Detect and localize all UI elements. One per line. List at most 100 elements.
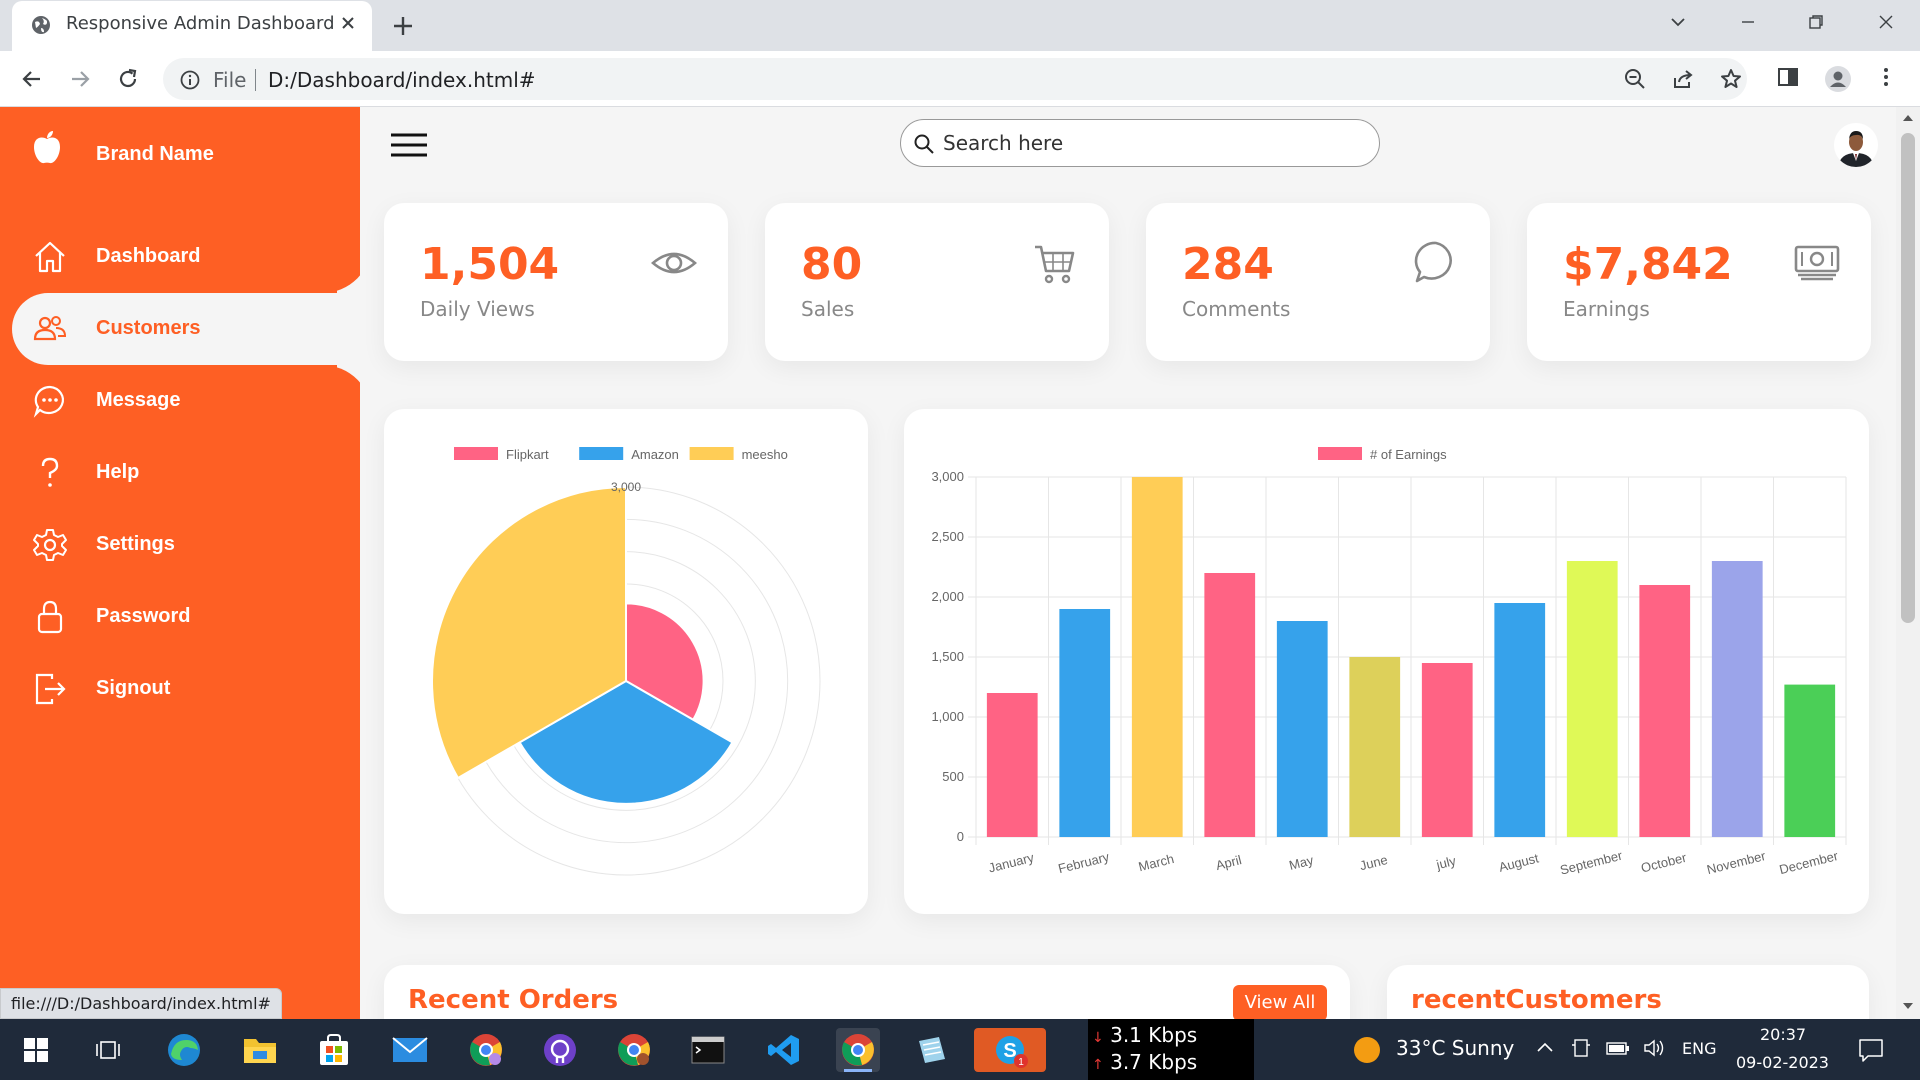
close-tab-icon[interactable] — [338, 13, 358, 33]
legend-label: Flipkart — [506, 447, 549, 462]
y-tick-label: 500 — [942, 769, 964, 784]
legend-swatch — [454, 447, 498, 460]
restore-button[interactable] — [1782, 0, 1850, 44]
back-button[interactable] — [16, 63, 48, 95]
search-box[interactable] — [900, 119, 1380, 167]
x-tick-label: February — [1057, 849, 1112, 876]
url-divider — [255, 69, 256, 91]
x-tick-label: November — [1705, 848, 1767, 877]
terminal-icon[interactable] — [686, 1028, 730, 1072]
sidebar-item-signout[interactable]: Signout — [12, 653, 360, 725]
y-tick-label: 2,500 — [931, 529, 964, 544]
bar — [1639, 585, 1691, 837]
sidebar-item-password[interactable]: Password — [12, 581, 360, 653]
card-sales[interactable]: 80 Sales — [765, 203, 1109, 361]
vscode-icon[interactable] — [762, 1028, 806, 1072]
globe-icon — [30, 14, 52, 40]
url-text[interactable]: D:/Dashboard/index.html# — [268, 68, 536, 92]
github-icon[interactable] — [538, 1028, 582, 1072]
scroll-thumb[interactable] — [1901, 133, 1915, 623]
x-tick-label: March — [1137, 851, 1176, 874]
minimize-button[interactable] — [1714, 0, 1782, 44]
sidebar-item-label: Settings — [96, 533, 175, 555]
mail-icon[interactable] — [388, 1028, 432, 1072]
sidebar-item-label: Message — [96, 389, 181, 411]
scroll-up-icon[interactable] — [1902, 113, 1914, 125]
new-tab-button[interactable] — [390, 13, 420, 39]
sidebar-item-customers[interactable]: Customers — [12, 293, 360, 365]
chrome-icon[interactable] — [836, 1028, 880, 1072]
sidebar-item-help[interactable]: Help — [12, 437, 360, 509]
sidebar-item-dashboard[interactable]: Dashboard — [12, 221, 360, 293]
microsoft-store-icon[interactable] — [312, 1028, 356, 1072]
legend-label: # of Earnings — [1370, 447, 1447, 462]
card-number: 1,504 — [420, 239, 560, 290]
tab-search-button[interactable] — [1644, 0, 1712, 44]
address-bar[interactable]: File D:/Dashboard/index.html# — [163, 58, 1747, 100]
polar-sector — [431, 485, 627, 780]
polar-tick-label: 3,000 — [611, 480, 641, 494]
reload-button[interactable] — [112, 63, 144, 95]
volume-icon[interactable] — [1642, 1037, 1666, 1063]
eye-icon — [650, 239, 698, 287]
x-tick-label: December — [1778, 848, 1840, 877]
bar — [1494, 603, 1546, 837]
chrome-profile-icon[interactable] — [464, 1028, 508, 1072]
menu-dots-icon[interactable] — [1874, 65, 1902, 93]
share-icon[interactable] — [1671, 67, 1695, 91]
bookmark-star-icon[interactable] — [1719, 67, 1743, 91]
weather-text[interactable]: 33°C Sunny — [1396, 1036, 1515, 1060]
page-scrollbar[interactable] — [1896, 107, 1920, 1019]
x-tick-label: july — [1434, 853, 1458, 873]
recent-customers-title: recentCustomers — [1411, 985, 1662, 1015]
forward-button[interactable] — [64, 63, 96, 95]
sun-weather-icon[interactable] — [1352, 1035, 1382, 1065]
profile-icon[interactable] — [1824, 65, 1852, 93]
zoom-icon[interactable] — [1623, 67, 1647, 91]
x-tick-label: April — [1214, 852, 1243, 873]
card-name: Comments — [1182, 297, 1291, 321]
info-icon[interactable] — [179, 69, 201, 95]
browser-tab[interactable]: Responsive Admin Dashboard — [12, 1, 372, 51]
y-tick-label: 1,000 — [931, 709, 964, 724]
card-daily-views[interactable]: 1,504 Daily Views — [384, 203, 728, 361]
file-explorer-icon[interactable] — [238, 1028, 282, 1072]
sidebar-item-message[interactable]: Message — [12, 365, 360, 437]
notes-app-icon[interactable] — [910, 1028, 954, 1072]
search-input[interactable] — [943, 128, 1363, 158]
windows-start-icon[interactable] — [14, 1028, 58, 1072]
device-icon[interactable] — [1570, 1037, 1592, 1063]
battery-icon[interactable] — [1605, 1037, 1631, 1063]
view-all-button[interactable]: View All — [1233, 985, 1327, 1019]
page-viewport: Brand Name Dashboard Customers Message — [0, 107, 1896, 1019]
notification-center-icon[interactable] — [1858, 1037, 1884, 1067]
chrome-alt-icon[interactable] — [612, 1028, 656, 1072]
sidebar-item-label: Password — [96, 605, 191, 627]
bar — [1276, 621, 1328, 837]
language-indicator[interactable]: ENG — [1682, 1039, 1717, 1058]
sidebar-item-label: Customers — [96, 317, 201, 339]
side-panel-icon[interactable] — [1776, 65, 1804, 93]
legend-swatch — [579, 447, 624, 460]
close-window-button[interactable] — [1852, 0, 1920, 44]
edge-browser-icon[interactable] — [162, 1028, 206, 1072]
card-comments[interactable]: 284 Comments — [1146, 203, 1490, 361]
card-name: Earnings — [1563, 297, 1650, 321]
search-icon — [913, 133, 935, 159]
card-earnings[interactable]: $7,842 Earnings — [1527, 203, 1871, 361]
clock-date[interactable]: 09-02-2023 — [1736, 1053, 1829, 1072]
polar-area-chart: Flipkart Amazon meesho 3,000 — [431, 447, 821, 876]
clock-time[interactable]: 20:37 — [1760, 1025, 1807, 1044]
task-view-icon[interactable] — [86, 1028, 130, 1072]
menu-toggle-icon[interactable] — [389, 130, 429, 160]
scroll-down-icon[interactable] — [1902, 1001, 1914, 1013]
bar-chart-panel: # of Earnings 0 500 1,000 1,500 2,000 2,500 3,0… — [904, 409, 1869, 914]
avatar[interactable] — [1834, 123, 1878, 167]
download-speed: 3.1 Kbps — [1110, 1023, 1198, 1047]
chevron-up-icon[interactable] — [1534, 1037, 1556, 1063]
active-curve-top — [322, 243, 372, 293]
sidebar-item-settings[interactable]: Settings — [12, 509, 360, 581]
active-app-indicator — [844, 1069, 872, 1072]
